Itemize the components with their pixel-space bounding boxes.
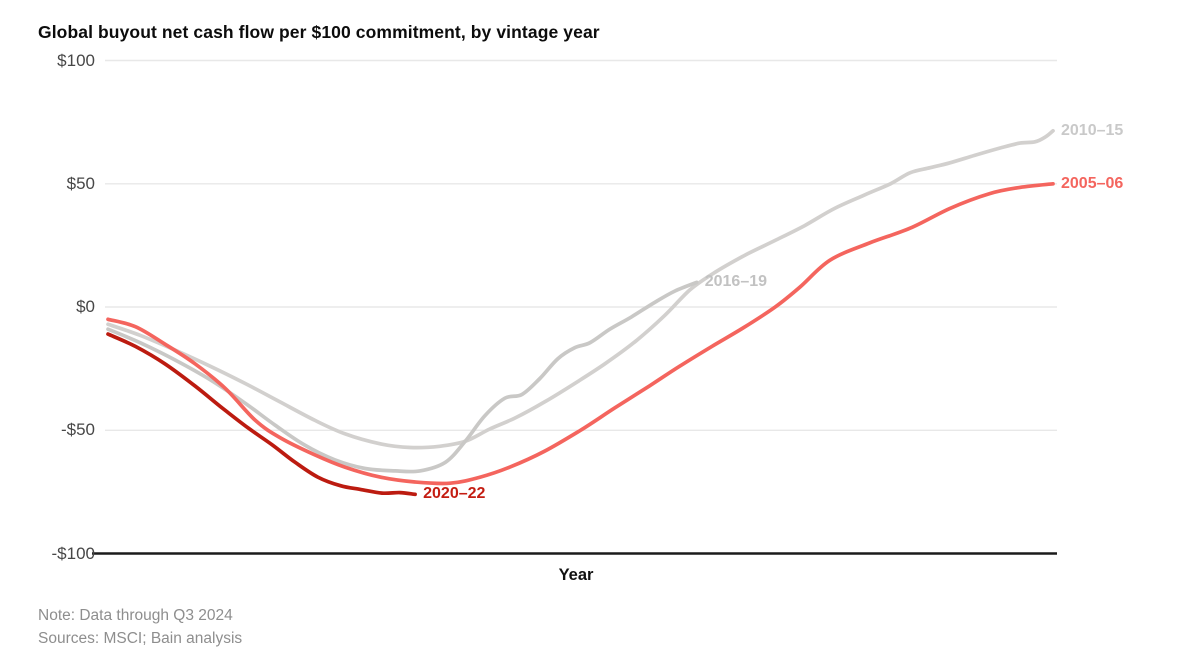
series-label-v2005-06: 2005–06: [1061, 174, 1124, 192]
series-label-v2010-15: 2010–15: [1061, 121, 1124, 139]
line-v2020-22: [106, 332, 417, 497]
line-v2010-15: [106, 128, 1055, 450]
series-label-v2020-22: 2020–22: [423, 485, 486, 503]
chart-title: Global buyout net cash flow per $100 com…: [38, 22, 600, 42]
note-line: Note: Data through Q3 2024: [38, 607, 233, 624]
line-v2016-19: [106, 280, 699, 474]
line-v2005-06: [106, 181, 1055, 486]
series-label-v2016-19: 2016–19: [704, 273, 768, 291]
y-tick-label-100: $100: [57, 50, 95, 70]
y-tick-label--50: -$50: [60, 420, 95, 440]
y-tick-label-0: $0: [76, 297, 95, 316]
y-tick-label-50: $50: [66, 173, 95, 193]
sources-line: Sources: MSCI; Bain analysis: [38, 630, 243, 647]
y-tick-label--100: -$100: [51, 543, 95, 563]
x-axis-label: Year: [558, 566, 594, 584]
